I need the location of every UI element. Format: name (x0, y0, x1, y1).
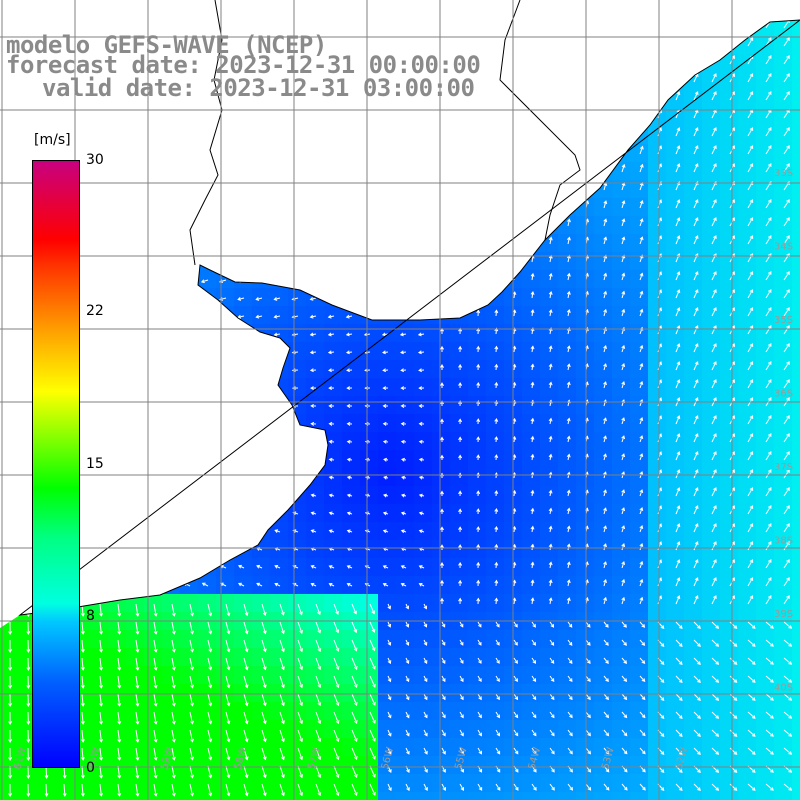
colorbar-unit: [m/s] (34, 132, 71, 148)
border-line (189, 0, 223, 266)
colorbar-tick-0: 0 (86, 760, 95, 776)
lat-label: 40S (774, 683, 793, 694)
valid-date: valid date: 2023-12-31 03:00:00 (42, 74, 475, 102)
colorbar-tick-30: 30 (86, 152, 104, 168)
lat-label: 35S (774, 315, 793, 326)
lat-label: 34S (774, 242, 793, 253)
border-line (499, 0, 581, 241)
colorbar (32, 160, 80, 768)
lat-label: 36S (774, 389, 793, 400)
coastline (18, 19, 800, 616)
lat-label: 37S (774, 462, 793, 473)
model-title: modelo GEFS-WAVE (NCEP) (6, 31, 327, 59)
colorbar-tick-22: 22 (86, 303, 104, 319)
lat-label: 33S (774, 168, 793, 179)
colorbar-tick-15: 15 (86, 456, 104, 472)
forecast-date: forecast date: 2023-12-31 00:00:00 (6, 51, 481, 79)
lat-label: 39S (774, 609, 793, 620)
lat-label: 38S (774, 536, 793, 547)
colorbar-tick-8: 8 (86, 608, 95, 624)
